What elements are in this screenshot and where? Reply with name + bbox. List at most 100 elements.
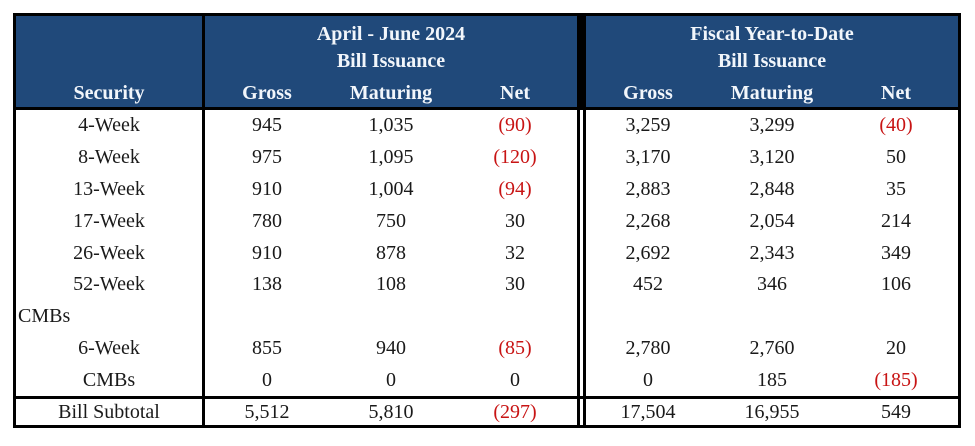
- section-divider: [577, 268, 586, 301]
- fytd-net-cell: [834, 301, 958, 333]
- q-maturing-cell: 1,004: [368, 177, 414, 200]
- fytd-maturing-cell: 2,054: [749, 209, 795, 232]
- table-header: Security April - June 2024 Bill Issuance…: [16, 16, 958, 110]
- subtotal-fytd-gross: 17,504: [620, 400, 676, 423]
- security-cell: 52-Week: [16, 268, 205, 301]
- column-header-net: Net: [881, 82, 911, 104]
- fytd-net-cell: 20: [886, 336, 906, 359]
- q-gross-cell: 945: [252, 114, 282, 137]
- q-gross-cell: [205, 301, 329, 333]
- column-headers: Gross Maturing Net: [205, 82, 577, 107]
- section-divider: [577, 364, 586, 397]
- security-cell: 6-Week: [16, 332, 205, 365]
- table-row: 26-Week 910 878 32 2,692 2,343 349: [16, 237, 958, 269]
- security-header-label: Security: [73, 82, 145, 104]
- bill-issuance-table: Security April - June 2024 Bill Issuance…: [13, 13, 961, 429]
- q-net-cell: (94): [498, 177, 532, 200]
- table-row: 52-Week 138 108 30 452 346 106: [16, 268, 958, 301]
- q-net-cell: 30: [505, 273, 525, 296]
- q-gross-cell: 780: [252, 209, 282, 232]
- q-maturing-cell: 1,095: [368, 146, 414, 169]
- fytd-gross-cell: 2,780: [625, 336, 671, 359]
- section-divider: [577, 141, 586, 174]
- q-gross-cell: 0: [262, 368, 272, 391]
- fytd-maturing-cell: 2,343: [749, 241, 795, 264]
- fytd-maturing-cell: 2,760: [749, 336, 795, 359]
- fytd-gross-cell: 0: [643, 368, 653, 391]
- q-maturing-cell: 878: [376, 241, 406, 264]
- section-divider: [577, 300, 586, 333]
- security-cell: CMBs: [16, 300, 205, 333]
- fytd-net-cell: 214: [881, 209, 911, 232]
- fytd-net-cell: 35: [886, 177, 906, 200]
- q-gross-cell: 138: [252, 273, 282, 296]
- section-title: Fiscal Year-to-Date: [690, 23, 854, 45]
- section-divider: [577, 173, 586, 206]
- security-column-header: Security: [16, 16, 205, 107]
- table-row: 17-Week 780 750 30 2,268 2,054 214: [16, 205, 958, 238]
- subtotal-q-net: (297): [493, 400, 537, 423]
- fytd-gross-cell: 452: [633, 273, 663, 296]
- table-row: 4-Week 945 1,035 (90) 3,259 3,299 (40): [16, 110, 958, 142]
- q-maturing-cell: 940: [376, 336, 406, 359]
- fytd-gross-cell: 3,170: [625, 146, 671, 169]
- security-cell: 26-Week: [16, 237, 205, 269]
- fytd-maturing-cell: [710, 301, 834, 333]
- header-section-fiscal-ytd: Fiscal Year-to-Date Bill Issuance Gross …: [586, 16, 958, 107]
- fytd-net-cell: 349: [881, 241, 911, 264]
- table-row: 8-Week 975 1,095 (120) 3,170 3,120 50: [16, 141, 958, 174]
- q-gross-cell: 855: [252, 336, 282, 359]
- q-net-cell: (90): [498, 114, 532, 137]
- subtotal-q-maturing: 5,810: [368, 400, 414, 423]
- header-section-april-june: April - June 2024 Bill Issuance Gross Ma…: [205, 16, 577, 107]
- section-divider: [577, 332, 586, 365]
- q-net-cell: [453, 301, 577, 333]
- q-net-cell: 0: [510, 368, 520, 391]
- q-maturing-cell: 750: [376, 209, 406, 232]
- table-row: CMBs: [16, 300, 958, 333]
- q-net-cell: (85): [498, 336, 532, 359]
- q-gross-cell: 975: [252, 146, 282, 169]
- fytd-maturing-cell: 3,120: [749, 146, 795, 169]
- fytd-maturing-cell: 2,848: [749, 177, 795, 200]
- security-cell: 13-Week: [16, 173, 205, 206]
- q-maturing-cell: 108: [376, 273, 406, 296]
- fytd-gross-cell: 3,259: [625, 114, 671, 137]
- q-maturing-cell: 0: [386, 368, 396, 391]
- column-header-gross: Gross: [242, 82, 292, 104]
- fytd-maturing-cell: 3,299: [749, 114, 795, 137]
- fytd-gross-cell: 2,268: [625, 209, 671, 232]
- subtotal-label: Bill Subtotal: [16, 399, 205, 426]
- section-divider: [577, 237, 586, 269]
- subtotal-fytd-maturing: 16,955: [744, 400, 800, 423]
- security-cell: 4-Week: [16, 110, 205, 142]
- section-divider: [577, 110, 586, 142]
- q-maturing-cell: 1,035: [368, 114, 414, 137]
- column-header-maturing: Maturing: [730, 82, 814, 104]
- table-body: 4-Week 945 1,035 (90) 3,259 3,299 (40) 8…: [16, 110, 958, 397]
- fytd-maturing-cell: 185: [757, 368, 787, 391]
- security-cell: 17-Week: [16, 205, 205, 238]
- fytd-gross-cell: [586, 301, 710, 333]
- q-gross-cell: 910: [252, 241, 282, 264]
- q-net-cell: 32: [505, 241, 525, 264]
- security-cell: CMBs: [16, 364, 205, 397]
- section-subtitle: Bill Issuance: [336, 50, 446, 72]
- column-header-net: Net: [500, 82, 530, 104]
- fytd-net-cell: 106: [881, 273, 911, 296]
- fytd-net-cell: (185): [874, 368, 918, 391]
- q-gross-cell: 910: [252, 177, 282, 200]
- section-subtitle: Bill Issuance: [717, 50, 827, 72]
- column-header-maturing: Maturing: [349, 82, 433, 104]
- fytd-net-cell: 50: [886, 146, 906, 169]
- q-net-cell: (120): [493, 146, 537, 169]
- column-headers: Gross Maturing Net: [586, 82, 958, 107]
- subtotal-row: Bill Subtotal 5,512 5,810 (297) 17,504 1…: [16, 396, 958, 426]
- subtotal-q-gross: 5,512: [244, 400, 290, 423]
- table-row: 6-Week 855 940 (85) 2,780 2,760 20: [16, 332, 958, 365]
- fytd-maturing-cell: 346: [757, 273, 787, 296]
- fytd-net-cell: (40): [879, 114, 913, 137]
- q-net-cell: 30: [505, 209, 525, 232]
- column-header-gross: Gross: [623, 82, 673, 104]
- table-row: CMBs 0 0 0 0 185 (185): [16, 364, 958, 397]
